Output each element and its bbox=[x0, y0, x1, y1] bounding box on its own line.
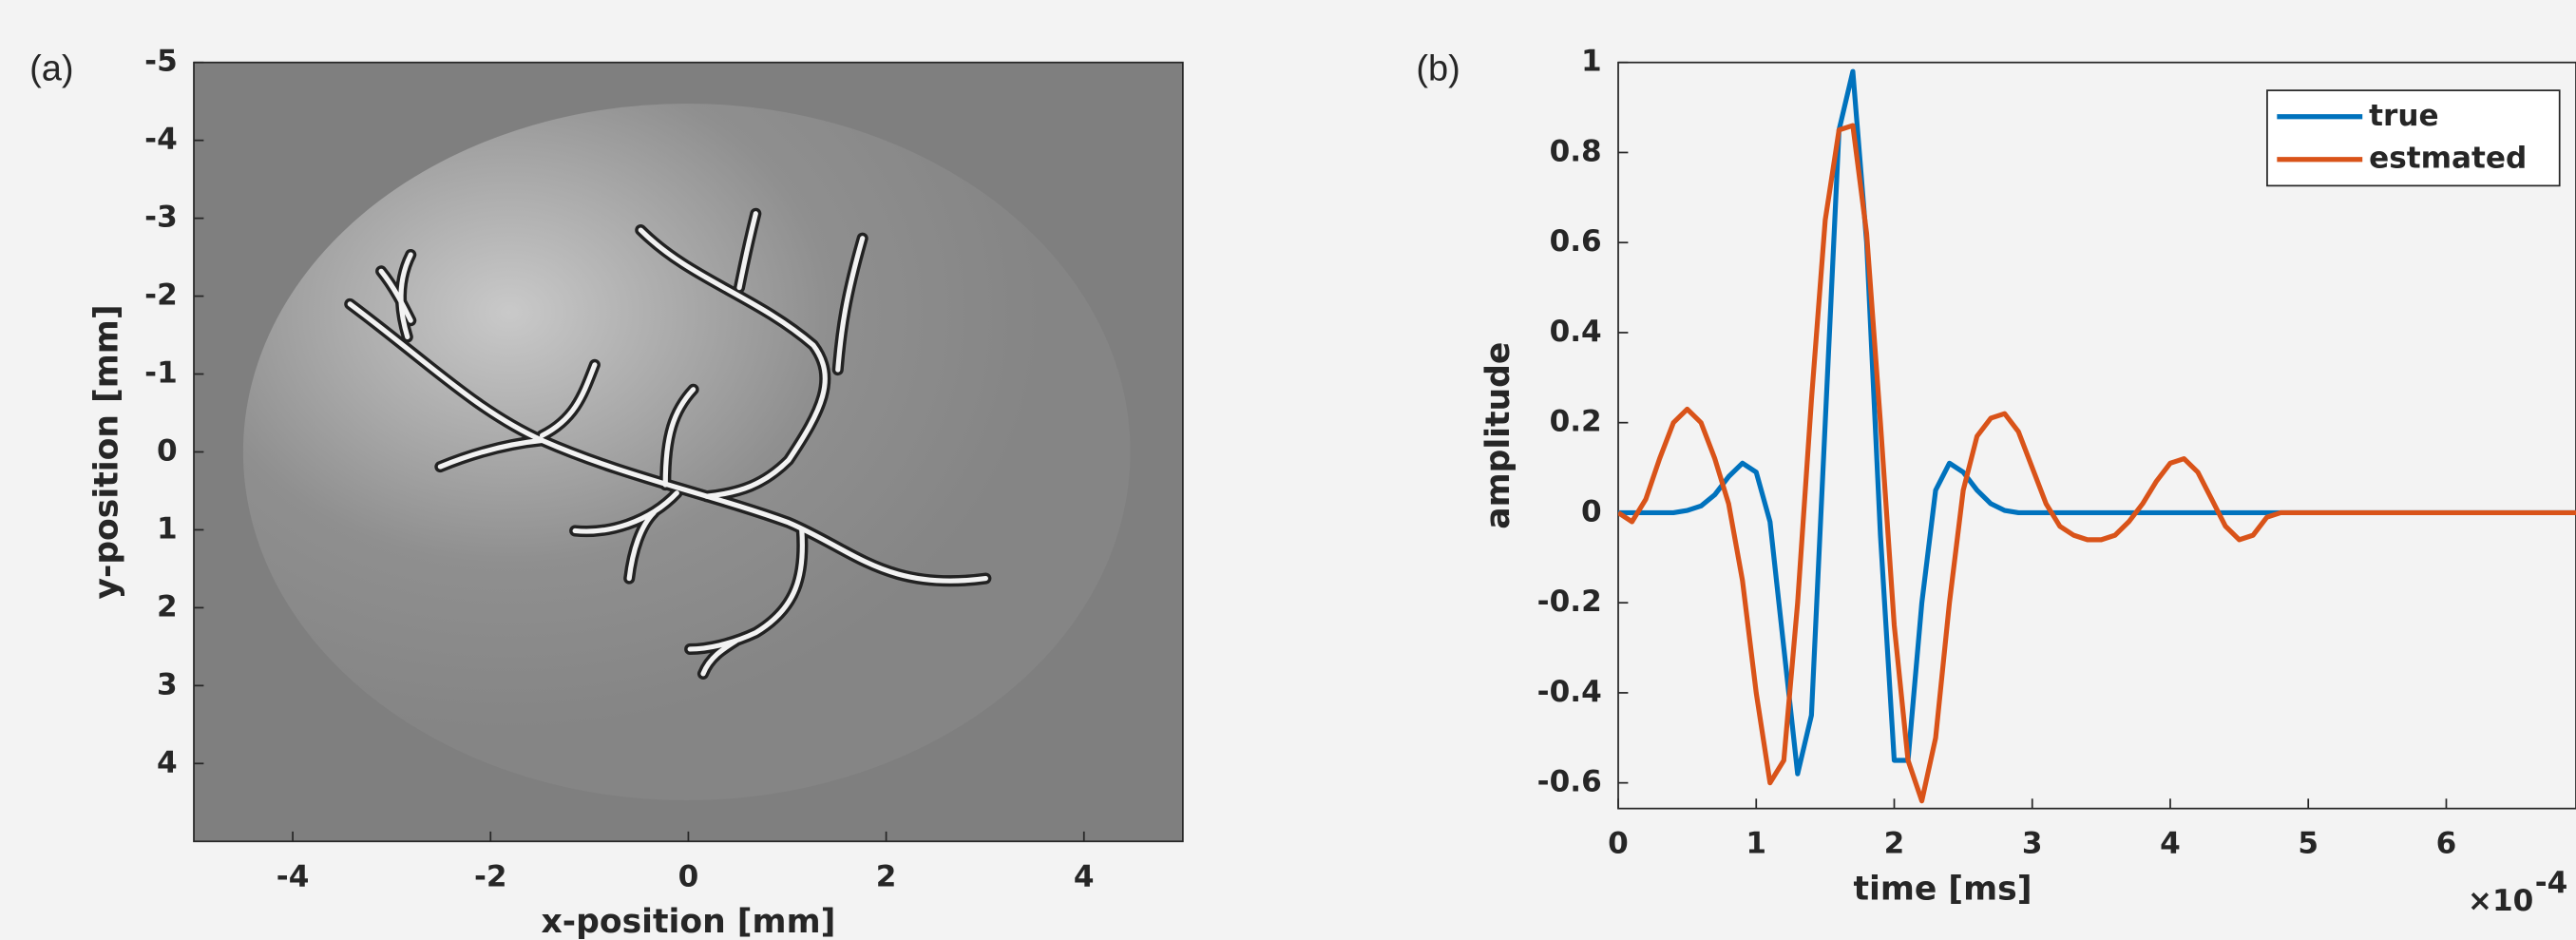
x-tick-label: 6 bbox=[2436, 827, 2457, 861]
x-multiplier: ×10 bbox=[2468, 884, 2533, 918]
y-tick-label: 4 bbox=[157, 745, 178, 779]
x-multiplier-exponent: -4 bbox=[2535, 866, 2568, 900]
y-tick-label: 0 bbox=[1581, 494, 1602, 528]
x-tick-label: 2 bbox=[1884, 827, 1905, 861]
y-tick-label: -0.4 bbox=[1537, 675, 1602, 709]
series-line bbox=[1618, 68, 2576, 777]
legend-label: estmated bbox=[2369, 142, 2527, 176]
y-tick-label: 0.6 bbox=[1550, 224, 1602, 259]
y-tick-label: 3 bbox=[157, 667, 178, 701]
y-axis-label: amplitude bbox=[1479, 342, 1517, 529]
x-tick-label: 4 bbox=[1074, 859, 1095, 893]
y-tick-label: 0.8 bbox=[1550, 134, 1602, 168]
x-axis-label: x-position [mm] bbox=[541, 903, 835, 940]
y-tick-label: 2 bbox=[157, 589, 178, 623]
y-tick-label: 1 bbox=[1581, 45, 1602, 79]
x-tick-label: 5 bbox=[2298, 827, 2318, 861]
x-tick-label: 0 bbox=[1608, 827, 1629, 861]
y-tick-label: 0 bbox=[157, 433, 178, 468]
image-content bbox=[194, 62, 1183, 842]
y-tick-label: 0.4 bbox=[1550, 315, 1602, 349]
y-tick-label: -5 bbox=[144, 45, 178, 79]
x-tick-label: 4 bbox=[2160, 827, 2181, 861]
y-axis-label: y-position [mm] bbox=[88, 304, 126, 599]
x-tick-label: -2 bbox=[474, 859, 507, 893]
y-tick-label: -2 bbox=[144, 278, 178, 313]
y-tick-label: -0.2 bbox=[1537, 585, 1602, 619]
y-tick-label: -3 bbox=[144, 201, 178, 235]
series-line bbox=[1618, 123, 2576, 804]
panel-label: (a) bbox=[29, 48, 73, 88]
vessels bbox=[344, 207, 992, 680]
axes-box bbox=[1617, 61, 2576, 810]
image-disk bbox=[242, 103, 1131, 801]
panel-label: (b) bbox=[1416, 48, 1460, 88]
x-tick-label: 0 bbox=[678, 859, 699, 893]
x-tick-label: 2 bbox=[876, 859, 897, 893]
plot-area bbox=[1618, 68, 2576, 804]
y-tick-label: 1 bbox=[157, 511, 178, 546]
x-tick-label: 3 bbox=[2022, 827, 2043, 861]
y-tick-label: -1 bbox=[144, 356, 178, 391]
legend-box bbox=[2266, 89, 2561, 187]
x-tick-label: 1 bbox=[1746, 827, 1766, 861]
legend-label: true bbox=[2369, 99, 2438, 133]
y-tick-label: -4 bbox=[144, 123, 178, 157]
y-tick-label: -0.6 bbox=[1537, 765, 1602, 799]
y-tick-label: 0.2 bbox=[1550, 405, 1602, 439]
x-tick-label: -4 bbox=[277, 859, 310, 893]
x-axis-label: time [ms] bbox=[1853, 871, 2032, 909]
